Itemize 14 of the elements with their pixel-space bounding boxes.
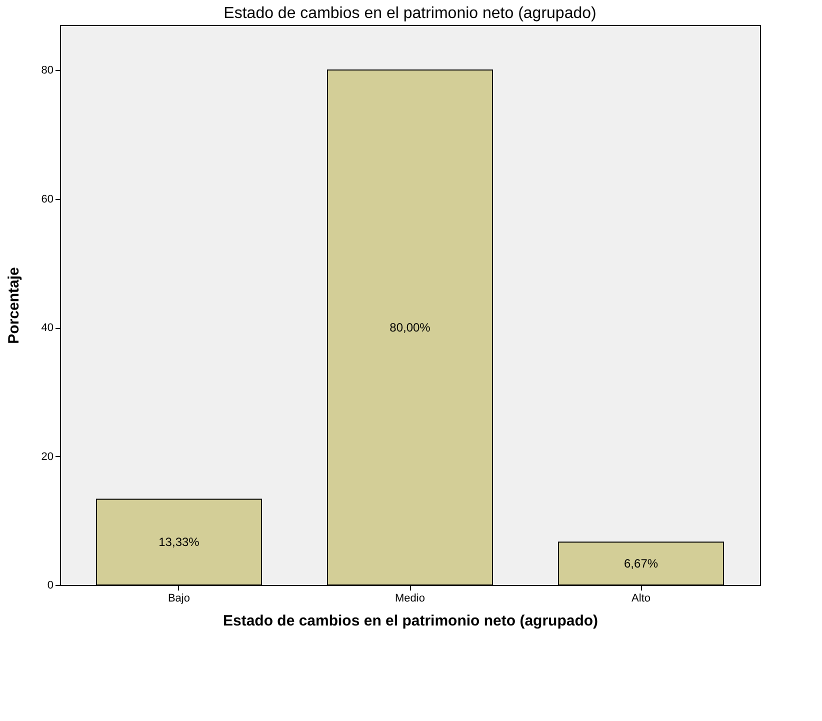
data-label: 13,33% — [158, 535, 200, 550]
y-tick-label: 20 — [41, 450, 54, 463]
x-axis-title: Estado de cambios en el patrimonio neto (agrupado) — [222, 612, 598, 630]
data-label: 80,00% — [390, 320, 431, 335]
y-tick-label: 0 — [47, 580, 54, 592]
chart-title: Estado de cambios en el patrimonio neto (agrupado) — [224, 5, 596, 22]
y-tick-label: 60 — [41, 193, 54, 206]
y-tick-label: 40 — [41, 322, 54, 334]
x-tick-label: Medio — [395, 592, 425, 604]
y-tick-label: 80 — [41, 64, 54, 77]
x-tick-label: Alto — [632, 592, 651, 604]
x-tick-label: Bajo — [168, 592, 190, 604]
y-axis-title: Porcentaje — [5, 267, 22, 344]
data-label: 6,67% — [624, 556, 658, 571]
